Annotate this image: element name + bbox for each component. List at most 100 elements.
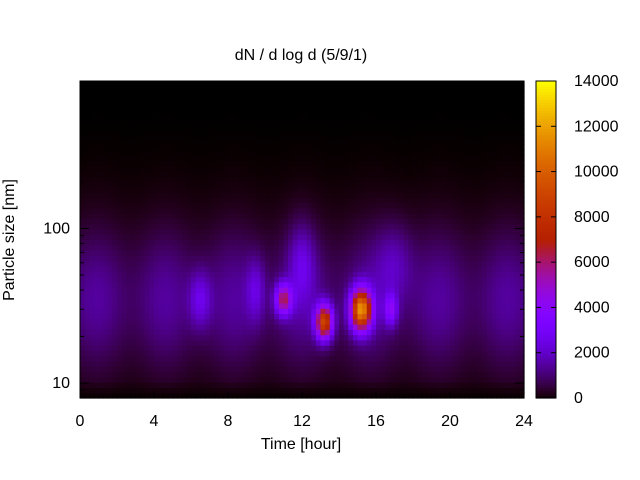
heatmap-cell bbox=[306, 250, 312, 256]
heatmap-cell bbox=[459, 302, 465, 309]
heatmap-cell bbox=[163, 339, 169, 346]
heatmap-cell bbox=[394, 128, 400, 135]
heatmap-cell bbox=[431, 102, 437, 109]
heatmap-cell bbox=[278, 281, 285, 288]
heatmap-cell bbox=[311, 213, 317, 219]
heatmap-cell bbox=[191, 260, 197, 267]
heatmap-cell bbox=[149, 313, 155, 320]
heatmap-cell bbox=[278, 244, 285, 251]
heatmap-cell bbox=[371, 324, 377, 330]
heatmap-cell bbox=[149, 149, 155, 156]
heatmap-cell bbox=[149, 371, 155, 378]
heatmap-cell bbox=[417, 223, 423, 230]
heatmap-cell bbox=[177, 81, 183, 87]
heatmap-cell bbox=[260, 139, 266, 145]
heatmap-cell bbox=[440, 255, 446, 262]
heatmap-cell bbox=[348, 324, 354, 330]
heatmap-cell bbox=[144, 308, 150, 315]
heatmap-cell bbox=[445, 170, 451, 177]
heatmap-cell bbox=[413, 361, 419, 367]
heatmap-cell bbox=[302, 213, 308, 219]
heatmap-cell bbox=[431, 244, 437, 251]
heatmap-cell bbox=[149, 260, 155, 267]
heatmap-cell bbox=[228, 281, 234, 288]
heatmap-cell bbox=[297, 250, 303, 256]
heatmap-cell bbox=[135, 123, 141, 130]
heatmap-cell bbox=[158, 339, 164, 346]
heatmap-cell bbox=[389, 355, 396, 362]
heatmap-cell bbox=[454, 128, 460, 135]
heatmap-cell bbox=[121, 144, 127, 151]
heatmap-cell bbox=[255, 107, 261, 114]
heatmap-cell bbox=[297, 329, 303, 336]
heatmap-cell bbox=[339, 265, 345, 272]
heatmap-cell bbox=[431, 218, 437, 225]
heatmap-cell bbox=[167, 250, 174, 256]
heatmap-cell bbox=[380, 144, 386, 151]
heatmap-cell bbox=[283, 318, 289, 325]
heatmap-cell bbox=[121, 250, 127, 256]
heatmap-cell bbox=[463, 392, 470, 399]
heatmap-cell bbox=[302, 176, 308, 182]
heatmap-cell bbox=[325, 350, 331, 357]
heatmap-cell bbox=[130, 128, 137, 135]
heatmap-cell bbox=[302, 139, 308, 145]
heatmap-cell bbox=[228, 181, 234, 188]
heatmap-cell bbox=[237, 160, 243, 167]
heatmap-cell bbox=[218, 160, 224, 167]
heatmap-cell bbox=[172, 276, 178, 283]
heatmap-cell bbox=[265, 318, 271, 325]
heatmap-cell bbox=[274, 191, 280, 198]
heatmap-cell bbox=[177, 361, 183, 367]
heatmap-cell bbox=[154, 197, 160, 204]
heatmap-cell bbox=[376, 318, 382, 325]
heatmap-cell bbox=[232, 117, 238, 124]
heatmap-cell bbox=[380, 260, 386, 267]
heatmap-cell bbox=[265, 260, 271, 267]
heatmap-cell bbox=[302, 102, 308, 109]
heatmap-cell bbox=[89, 339, 95, 346]
heatmap-cell bbox=[385, 308, 391, 315]
heatmap-cell bbox=[107, 191, 113, 198]
heatmap-cell bbox=[334, 345, 340, 352]
heatmap-cell bbox=[98, 149, 104, 156]
heatmap-cell bbox=[167, 117, 174, 124]
heatmap-cell bbox=[237, 202, 243, 209]
heatmap-cell bbox=[177, 339, 183, 346]
heatmap-cell bbox=[117, 239, 123, 246]
heatmap-cell bbox=[246, 202, 252, 209]
heatmap-cell bbox=[283, 176, 289, 182]
heatmap-cell bbox=[389, 123, 396, 130]
heatmap-cell bbox=[292, 355, 298, 362]
heatmap-cell bbox=[325, 144, 331, 151]
heatmap-cell bbox=[394, 260, 400, 267]
heatmap-cell bbox=[144, 361, 150, 367]
heatmap-cell bbox=[167, 271, 174, 278]
heatmap-cell bbox=[426, 318, 433, 325]
heatmap-cell bbox=[320, 154, 326, 161]
heatmap-cell bbox=[426, 81, 433, 87]
heatmap-cell bbox=[329, 202, 335, 209]
heatmap-cell bbox=[107, 149, 113, 156]
heatmap-cell bbox=[121, 302, 127, 309]
heatmap-cell bbox=[362, 181, 368, 188]
heatmap-cell bbox=[413, 223, 419, 230]
heatmap-cell bbox=[362, 112, 368, 119]
heatmap-cell bbox=[283, 128, 289, 135]
heatmap-cell bbox=[288, 265, 294, 272]
heatmap-cell bbox=[89, 281, 95, 288]
heatmap-cell bbox=[302, 318, 308, 325]
heatmap-cell bbox=[357, 371, 363, 378]
heatmap-cell bbox=[278, 160, 285, 167]
heatmap-cell bbox=[154, 376, 160, 383]
heatmap-cell bbox=[232, 387, 238, 394]
heatmap-cell bbox=[135, 176, 141, 182]
heatmap-cell bbox=[149, 207, 155, 214]
heatmap-cell bbox=[431, 165, 437, 172]
heatmap-cell bbox=[130, 345, 137, 352]
heatmap-cell bbox=[177, 123, 183, 130]
heatmap-cell bbox=[339, 239, 345, 246]
heatmap-cell bbox=[117, 271, 123, 278]
heatmap-cell bbox=[98, 366, 104, 373]
heatmap-cell bbox=[98, 302, 104, 309]
